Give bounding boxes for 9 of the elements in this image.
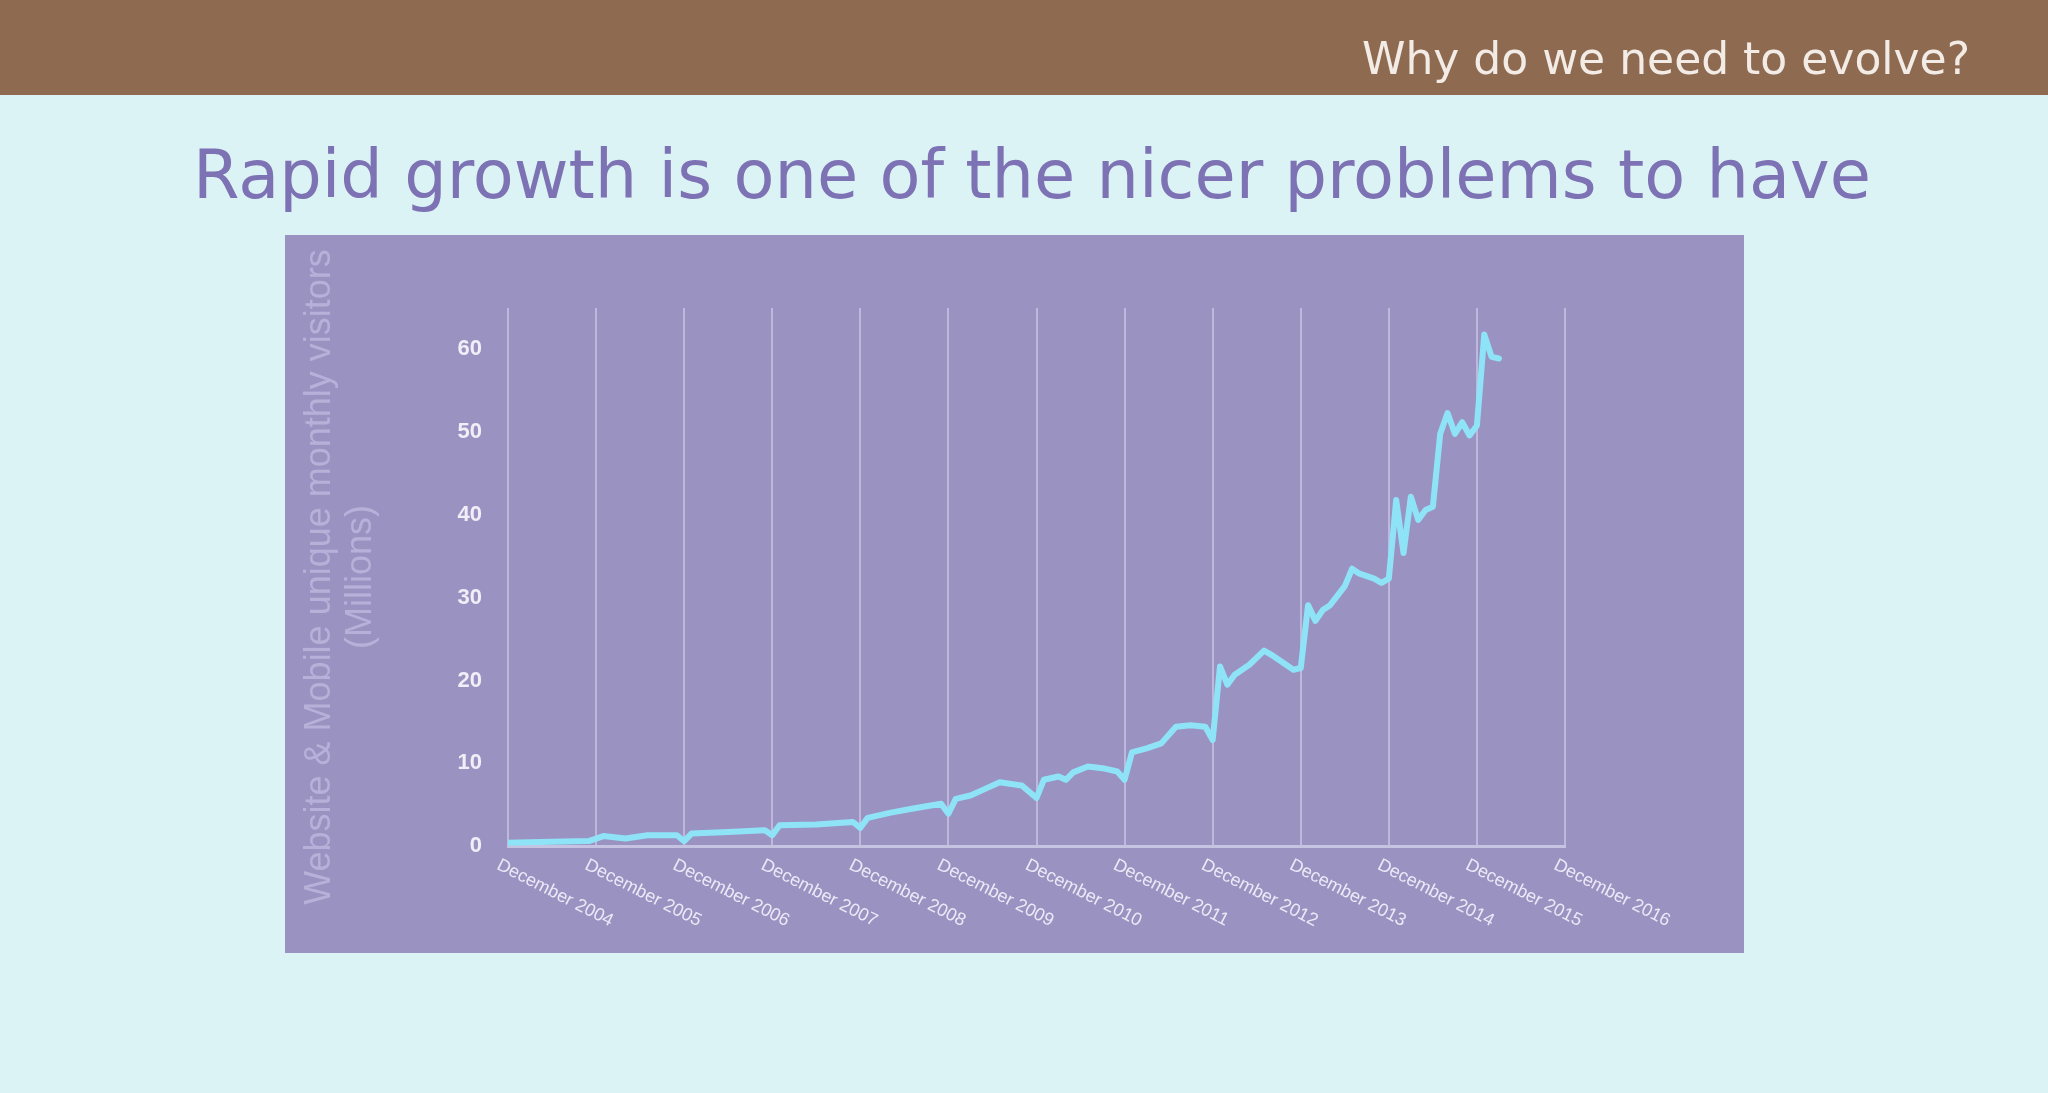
y-tick-label: 0	[469, 832, 482, 858]
y-tick-label: 50	[457, 418, 482, 444]
chart-title: Rapid growth is one of the nicer problems to have	[192, 136, 1872, 214]
y-tick-label: 10	[457, 749, 482, 775]
y-tick-label: 60	[457, 335, 482, 361]
text: Why do we need to evolve?	[1361, 33, 1970, 84]
y-tick-label: 40	[457, 500, 482, 526]
y-tick-label: 20	[457, 666, 482, 692]
y-tick-label: 30	[457, 583, 482, 609]
